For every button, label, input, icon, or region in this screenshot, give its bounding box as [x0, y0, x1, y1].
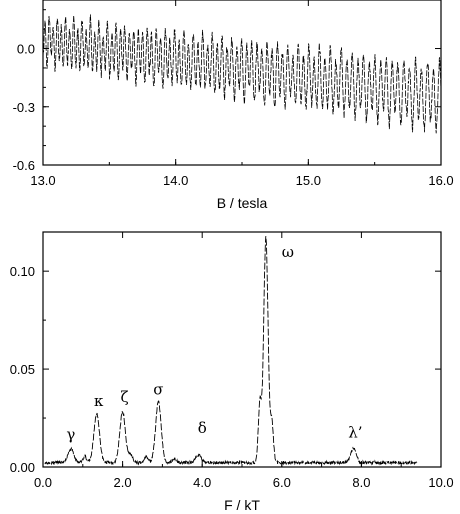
peak-label: ω — [282, 243, 294, 261]
bottom-x-tick-label: 6.0 — [273, 475, 291, 490]
bottom-x-tick-label: 0.0 — [34, 475, 52, 490]
top-y-tick-label: 0.0 — [17, 42, 35, 57]
top-x-tick-label: 13.0 — [30, 173, 55, 188]
bottom-x-tick-label: 2.0 — [114, 475, 132, 490]
bottom-y-tick-label: 0.05 — [10, 362, 35, 377]
peak-label: λ’ — [348, 423, 362, 441]
bottom-x-tick-label: 8.0 — [352, 475, 370, 490]
top-plot-frame — [42, 0, 442, 166]
peak-labels: γ κ ζ σ δ ω λ’ — [66, 243, 362, 444]
top-x-tick-label: 14.0 — [163, 173, 188, 188]
peak-label: γ — [66, 425, 75, 443]
bottom-x-axis-label: F / kT — [224, 497, 260, 513]
peak-label: δ — [198, 419, 207, 437]
bottom-x-tick-label: 4.0 — [193, 475, 211, 490]
peak-label: σ — [153, 380, 163, 398]
top-signal-line — [42, 13, 442, 134]
peak-label: ζ — [121, 388, 129, 406]
top-y-tick-label: -0.6 — [13, 158, 35, 173]
top-panel: 13.0 14.0 15.0 16.0 0.0 -0.3 -0.6 B / tesla — [13, 0, 454, 211]
bottom-spectrum-line — [44, 236, 418, 466]
top-x-axis-label: B / tesla — [217, 195, 268, 211]
bottom-panel: 0.0 2.0 4.0 6.0 8.0 10.0 0.10 0.05 0.00 γ κ ζ σ δ ω λ’… — [10, 231, 454, 513]
peak-label: κ — [94, 392, 104, 410]
bottom-y-tick-label: 0.00 — [10, 460, 35, 475]
top-x-tick-label: 15.0 — [296, 173, 321, 188]
bottom-x-tick-label: 10.0 — [428, 475, 453, 490]
top-y-tick-label: -0.3 — [13, 100, 35, 115]
bottom-y-tick-label: 0.10 — [10, 264, 35, 279]
bottom-plot-frame — [42, 231, 442, 468]
top-x-tick-label: 16.0 — [428, 173, 453, 188]
top-axis-ticks: 13.0 14.0 15.0 16.0 0.0 -0.3 -0.6 — [13, 0, 454, 188]
bottom-axis-ticks: 0.0 2.0 4.0 6.0 8.0 10.0 0.10 0.05 0.00 — [10, 232, 454, 490]
